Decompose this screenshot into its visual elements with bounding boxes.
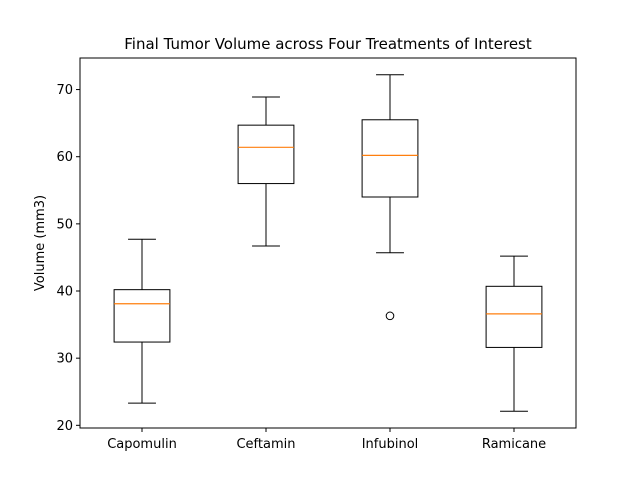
box-ramicane <box>485 255 543 412</box>
x-tick-label: Ceftamin <box>236 437 295 452</box>
outlier-point <box>385 311 395 321</box>
x-tick-label: Capomulin <box>107 437 177 452</box>
x-tick-label: Ramicane <box>482 437 546 452</box>
y-tick-label: 60 <box>56 150 73 165</box>
iqr-box <box>361 119 419 198</box>
y-axis: 20 30 40 50 60 70 <box>56 83 80 434</box>
y-tick-label: 20 <box>56 419 73 434</box>
y-tick-label: 70 <box>56 83 73 98</box>
iqr-box <box>113 289 171 343</box>
box-capomulin <box>113 238 171 404</box>
y-tick-label: 30 <box>56 352 73 367</box>
box-infubinol <box>361 74 419 321</box>
y-axis-label: Volume (mm3) <box>33 195 48 291</box>
boxes-group <box>113 74 543 412</box>
plot-frame <box>79 57 577 429</box>
iqr-box <box>237 124 295 185</box>
chart-title: Final Tumor Volume across Four Treatment… <box>124 35 532 53</box>
y-tick-label: 50 <box>56 217 73 232</box>
x-axis: Capomulin Ceftamin Infubinol Ramicane <box>107 428 546 452</box>
iqr-box <box>485 285 543 348</box>
y-tick-label: 40 <box>56 285 73 300</box>
x-tick-label: Infubinol <box>362 437 419 452</box>
box-ceftamin <box>237 96 295 247</box>
